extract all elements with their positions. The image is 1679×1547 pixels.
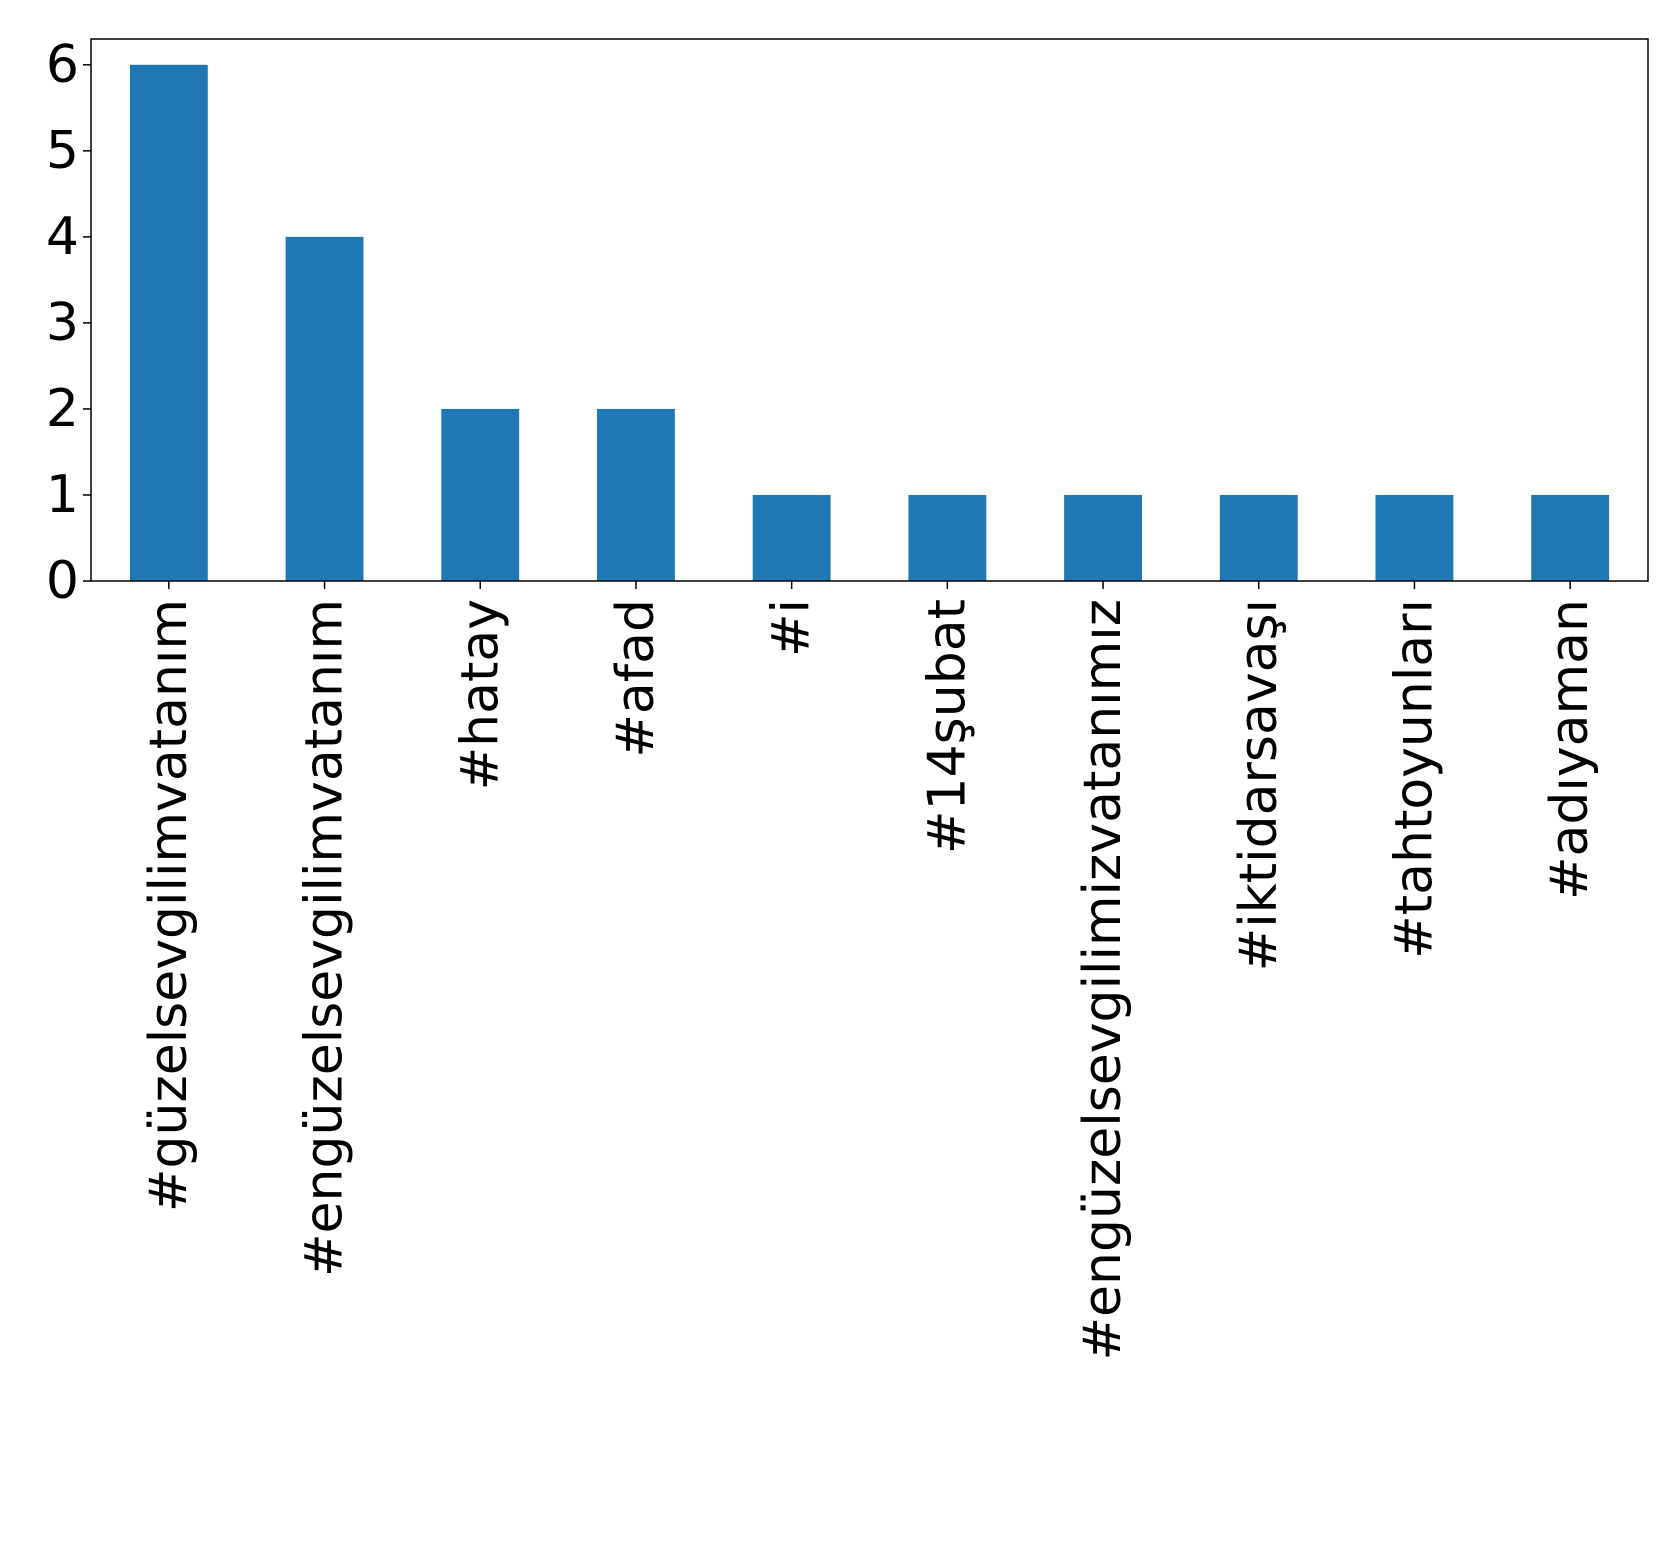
bar <box>1064 494 1142 581</box>
y-tick-label: 4 <box>46 207 79 267</box>
x-tick-label: #14şubat <box>917 599 977 854</box>
y-tick-label: 6 <box>46 35 79 95</box>
bar <box>1531 494 1610 581</box>
y-tick-label: 1 <box>46 465 79 525</box>
x-tick-label: #güzelsevgilimvatanım <box>139 599 199 1212</box>
bar <box>1375 494 1454 581</box>
x-tick-label: #iktidarsavaşı <box>1229 599 1289 971</box>
y-tick-label: 5 <box>46 121 79 181</box>
bars-layer <box>129 64 1610 582</box>
y-axis-ticks: 0 1 2 3 4 5 6 <box>46 35 91 611</box>
x-tick-label: #afad <box>606 599 666 758</box>
bar <box>285 236 364 581</box>
x-tick-label: #engüzelsevgilimizvatanımız <box>1073 599 1133 1361</box>
y-tick-label: 0 <box>46 551 79 611</box>
bar <box>908 494 987 581</box>
x-tick-label: #engüzelsevgilimvatanım <box>295 599 355 1277</box>
bar <box>441 408 520 581</box>
bar <box>129 64 208 582</box>
bar <box>597 408 675 581</box>
bar <box>1219 494 1298 581</box>
x-tick-label: #tahtoyunları <box>1384 599 1444 959</box>
x-axis-ticks: #güzelsevgilimvatanım #engüzelsevgilimvat… <box>139 581 1600 1361</box>
x-tick-label: #hatay <box>450 599 510 790</box>
y-tick-label: 2 <box>46 379 79 439</box>
bar <box>752 494 831 581</box>
plot-frame <box>90 38 1649 582</box>
y-tick-label: 3 <box>46 293 79 353</box>
x-tick-label: #i <box>762 599 822 657</box>
x-tick-label: #adıyaman <box>1540 599 1600 900</box>
